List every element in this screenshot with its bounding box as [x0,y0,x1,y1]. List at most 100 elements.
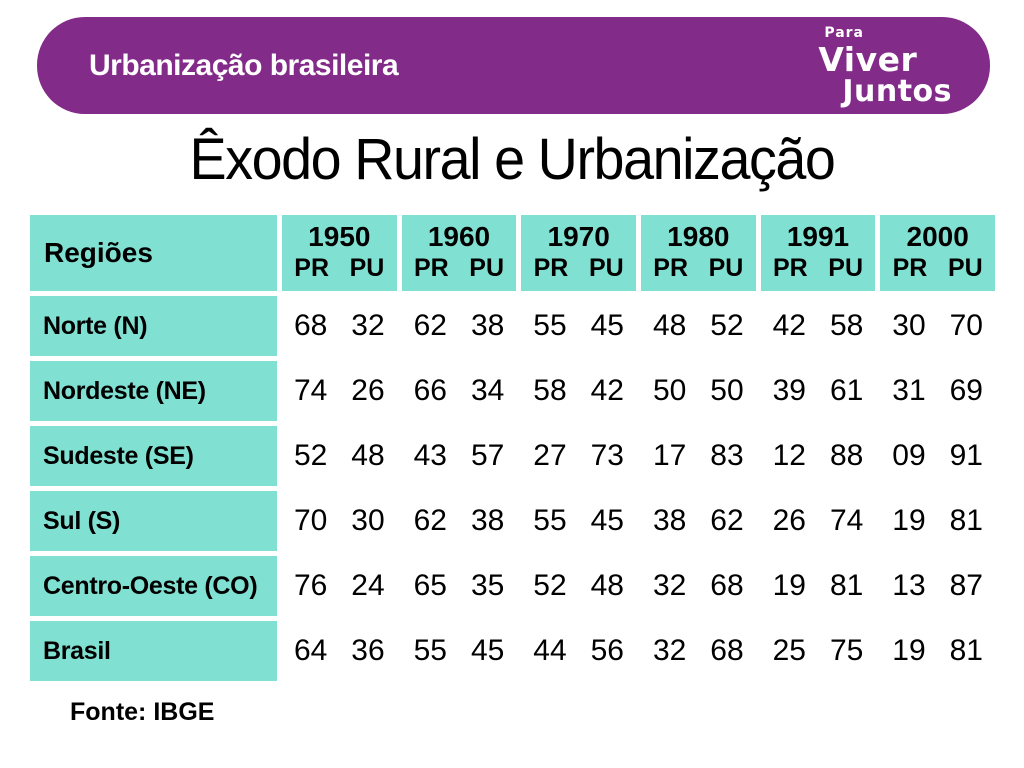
pr-value: 70 [293,504,328,537]
pu-value: 81 [949,634,983,667]
region-cell: Norte (N) [30,296,277,356]
region-label: Sul (S) [43,506,121,535]
pu-value: 38 [470,504,505,537]
subheader-pu: PU [947,253,983,282]
pu-value: 81 [949,504,983,537]
subheader-pr: PR [653,253,689,282]
pu-value: 36 [351,634,385,667]
value-cell: 62 38 [401,296,517,356]
pu-value: 26 [351,374,385,407]
pr-value: 50 [652,374,687,407]
subheader-pu: PU [588,253,624,282]
value-cell: 55 45 [521,296,636,356]
pr-value: 19 [892,504,926,537]
subheader-pr: PR [294,253,330,282]
value-cell: 65 35 [401,556,517,616]
pu-value: 32 [351,309,385,342]
value-cell: 39 61 [760,361,876,421]
pu-value: 70 [949,309,983,342]
source-note: Fonte: IBGE [70,698,215,726]
pr-value: 52 [533,569,567,602]
year-header-cell: 1960 PR PU [401,215,517,291]
pr-value: 62 [413,504,447,537]
pr-value: 48 [652,309,687,342]
value-cell: 27 73 [521,426,636,486]
urbanization-table: Regiões 1950 PR PU 1960 PR PU 1970 PR PU 1980 PR PU 1… [30,215,995,681]
pr-value: 31 [892,374,926,407]
regions-header-label: Regiões [44,237,153,268]
subheader-pu: PU [349,253,385,282]
regions-header-cell: Regiões [30,215,277,291]
pr-value: 65 [413,569,447,602]
pr-value: 32 [652,634,687,667]
pr-value: 42 [772,309,806,342]
year-label: 1991 [786,221,850,253]
value-cell: 55 45 [521,491,636,551]
pr-value: 55 [413,634,447,667]
value-cell: 13 87 [880,556,995,616]
pr-value: 13 [892,569,926,602]
pu-value: 50 [710,374,744,407]
subheader-pr: PR [892,253,928,282]
year-header-cell: 1970 PR PU [521,215,636,291]
year-label: 1950 [308,221,371,253]
value-cell: 68 32 [282,296,397,356]
pu-value: 83 [710,439,744,472]
pr-value: 27 [533,439,567,472]
pu-value: 68 [710,569,744,602]
value-cell: 19 81 [760,556,876,616]
pr-value: 64 [293,634,328,667]
value-cell: 66 34 [401,361,517,421]
pr-value: 76 [293,569,328,602]
pu-value: 52 [710,309,744,342]
pr-value: 58 [533,374,567,407]
pu-value: 91 [949,439,983,472]
logo-line-para: Para [824,25,864,41]
region-label: Centro-Oeste (CO) [43,571,258,600]
subheader-pr: PR [772,253,808,282]
value-cell: 52 48 [521,556,636,616]
pu-value: 61 [829,374,864,407]
pu-value: 45 [470,634,505,667]
year-header-cell: 1950 PR PU [282,215,397,291]
slide-title: Êxodo Rural e Urbanização [189,127,836,192]
pu-value: 69 [949,374,983,407]
value-cell: 42 58 [760,296,876,356]
pr-value: 09 [892,439,926,472]
year-label: 2000 [906,221,969,253]
region-label: Norte (N) [43,311,148,340]
year-header-cell: 2000 PR PU [880,215,995,291]
value-cell: 17 83 [640,426,756,486]
pr-value: 12 [772,439,806,472]
pr-value: 26 [772,504,806,537]
value-cell: 30 70 [880,296,995,356]
header-banner: Urbanização brasileira Para Viver Juntos [37,17,990,114]
region-cell: Brasil [30,621,277,681]
pr-value: 62 [413,309,447,342]
value-cell: 32 68 [640,556,756,616]
pu-value: 74 [829,504,864,537]
pr-value: 43 [413,439,447,472]
subheader-pr: PR [533,253,569,282]
value-cell: 25 75 [760,621,876,681]
value-cell: 12 88 [760,426,876,486]
viver-juntos-logo: Para Viver Juntos [818,26,952,107]
value-cell: 76 24 [282,556,397,616]
subheader-pr: PR [413,253,449,282]
value-cell: 48 52 [640,296,756,356]
region-cell: Centro-Oeste (CO) [30,556,277,616]
value-cell: 19 81 [880,491,995,551]
pu-value: 34 [470,374,505,407]
region-cell: Sudeste (SE) [30,426,277,486]
region-label: Sudeste (SE) [43,441,194,470]
pr-value: 68 [293,309,328,342]
pu-value: 88 [829,439,864,472]
pu-value: 24 [351,569,385,602]
pu-value: 56 [590,634,624,667]
value-cell: 55 45 [401,621,517,681]
pr-value: 44 [533,634,567,667]
pu-value: 45 [590,309,624,342]
region-cell: Sul (S) [30,491,277,551]
pu-value: 57 [470,439,505,472]
